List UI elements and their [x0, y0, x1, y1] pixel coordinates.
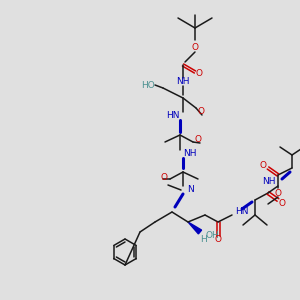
Text: HN: HN	[235, 208, 248, 217]
Text: H: H	[200, 236, 207, 244]
Text: O: O	[274, 188, 281, 197]
Text: NH: NH	[262, 178, 276, 187]
Text: HO: HO	[141, 80, 155, 89]
Polygon shape	[188, 222, 202, 234]
Text: HN: HN	[167, 112, 180, 121]
Text: O: O	[214, 236, 221, 244]
Text: O: O	[260, 160, 266, 169]
Text: O: O	[278, 199, 286, 208]
Text: NH: NH	[183, 149, 196, 158]
Text: O: O	[197, 107, 205, 116]
Text: O: O	[196, 68, 202, 77]
Text: O: O	[191, 43, 199, 52]
Text: NH: NH	[176, 77, 190, 86]
Text: OH: OH	[205, 230, 219, 239]
Text: O: O	[194, 136, 202, 145]
Text: N: N	[187, 185, 194, 194]
Text: O: O	[160, 173, 167, 182]
